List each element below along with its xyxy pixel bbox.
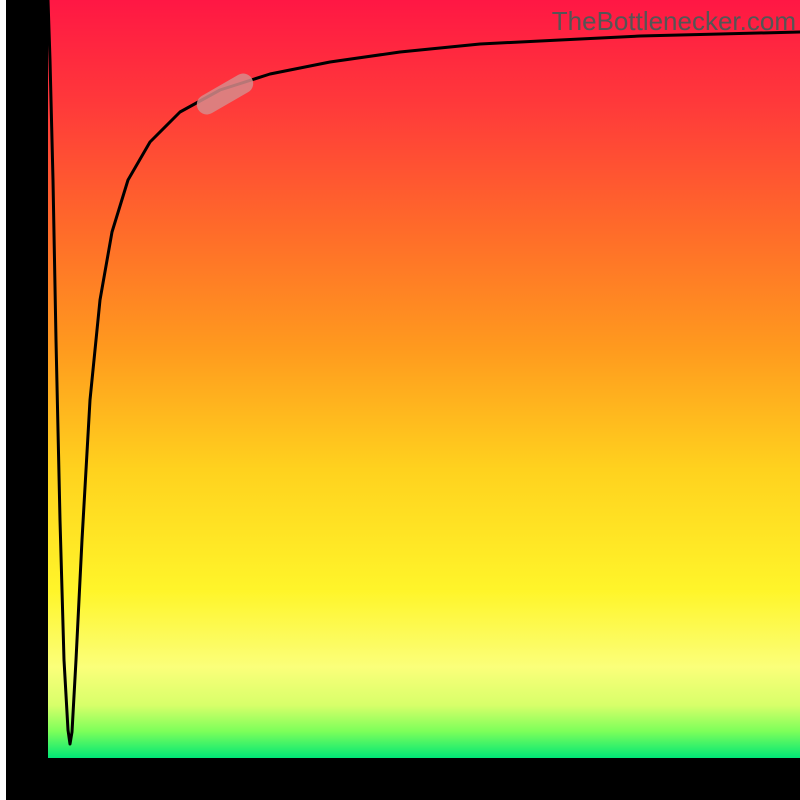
curve-layer <box>0 0 800 800</box>
chart-canvas: TheBottlenecker.com <box>0 0 800 800</box>
bottleneck-curve <box>48 0 800 744</box>
watermark-text: TheBottlenecker.com <box>552 6 796 37</box>
highlight-marker <box>193 70 257 118</box>
